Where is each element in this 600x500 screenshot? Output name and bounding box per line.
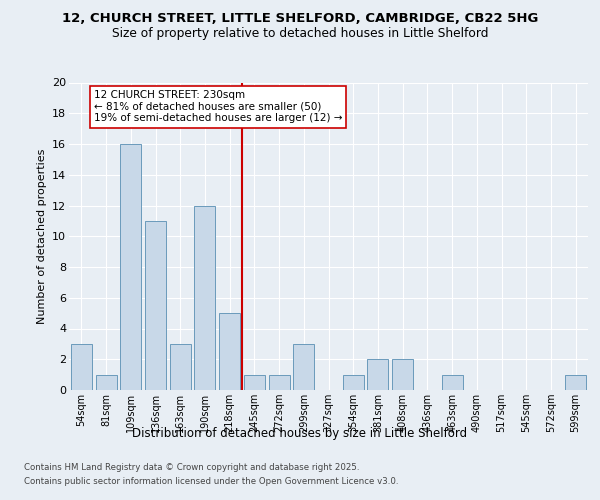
Y-axis label: Number of detached properties: Number of detached properties [37,148,47,324]
Bar [244,374,265,390]
Text: 12, CHURCH STREET, LITTLE SHELFORD, CAMBRIDGE, CB22 5HG: 12, CHURCH STREET, LITTLE SHELFORD, CAMB… [62,12,538,26]
Bar [343,374,364,390]
Bar [367,359,388,390]
Text: 12 CHURCH STREET: 230sqm
← 81% of detached houses are smaller (50)
19% of semi-d: 12 CHURCH STREET: 230sqm ← 81% of detach… [94,90,342,124]
Bar [392,359,413,390]
Text: Contains public sector information licensed under the Open Government Licence v3: Contains public sector information licen… [24,478,398,486]
Bar [95,374,116,390]
Text: Size of property relative to detached houses in Little Shelford: Size of property relative to detached ho… [112,28,488,40]
Bar [194,206,215,390]
Bar [565,374,586,390]
Text: Distribution of detached houses by size in Little Shelford: Distribution of detached houses by size … [133,428,467,440]
Text: Contains HM Land Registry data © Crown copyright and database right 2025.: Contains HM Land Registry data © Crown c… [24,462,359,471]
Bar [293,344,314,390]
Bar [145,221,166,390]
Bar [120,144,141,390]
Bar [269,374,290,390]
Bar [219,313,240,390]
Bar [442,374,463,390]
Bar [71,344,92,390]
Bar [170,344,191,390]
